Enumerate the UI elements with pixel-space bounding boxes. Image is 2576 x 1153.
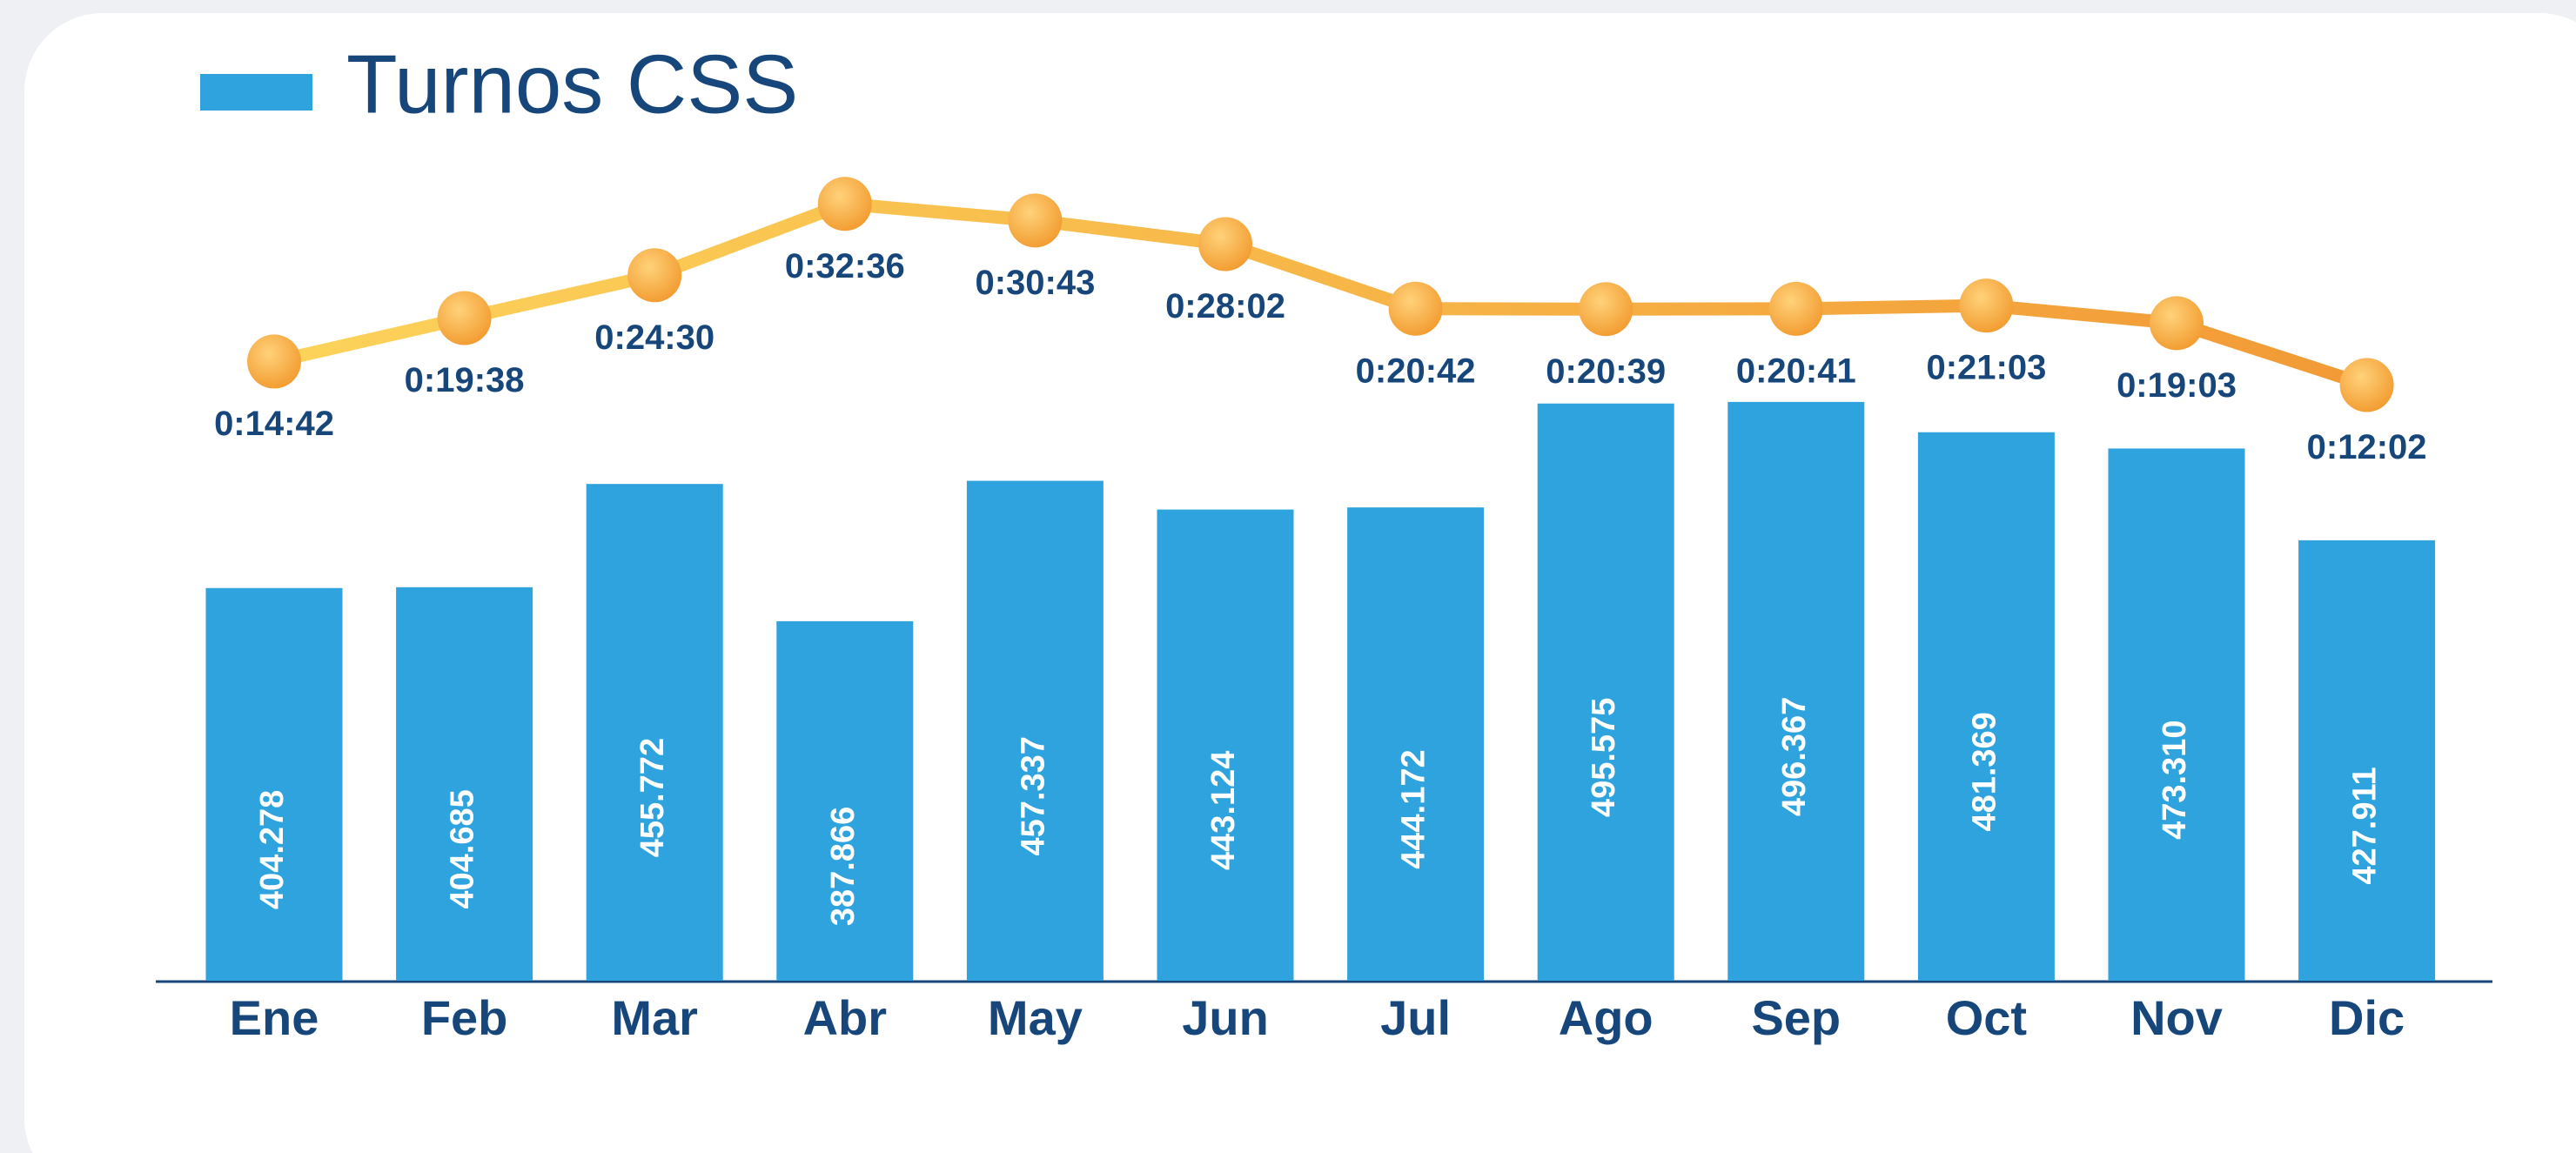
bar-value-label: 457.337 bbox=[1015, 736, 1051, 855]
bar bbox=[1157, 509, 1294, 981]
bar-value-label: 481.369 bbox=[1966, 712, 2002, 831]
line-point bbox=[247, 334, 301, 389]
bar bbox=[2108, 448, 2245, 981]
legend-swatch bbox=[200, 74, 312, 111]
bar bbox=[205, 587, 343, 981]
line-point bbox=[2150, 296, 2204, 351]
x-tick-label: Jun bbox=[1182, 990, 1269, 1045]
bar-value-label: 404.278 bbox=[254, 790, 291, 909]
line-value-label: 0:28:02 bbox=[1165, 287, 1285, 325]
line bbox=[272, 197, 2369, 392]
bar-value-label: 404.685 bbox=[445, 789, 481, 908]
bar-value-label: 443.124 bbox=[1205, 751, 1242, 870]
line-value-label: 0:19:38 bbox=[405, 361, 525, 399]
x-tick-label: Nov bbox=[2130, 990, 2223, 1045]
bar bbox=[1917, 432, 2055, 981]
line-point bbox=[1388, 281, 1443, 336]
x-tick-label: Oct bbox=[1946, 990, 2027, 1045]
x-tick-label: Sep bbox=[1751, 990, 1841, 1045]
line-value-label: 0:32:36 bbox=[785, 247, 905, 285]
x-tick-label: Ago bbox=[1559, 990, 1654, 1045]
line-point bbox=[1579, 282, 1633, 337]
line-value-label: 0:14:42 bbox=[214, 405, 334, 443]
line-point bbox=[627, 248, 682, 303]
x-tick-label: May bbox=[988, 990, 1083, 1045]
bar-value-label: 473.310 bbox=[2157, 721, 2193, 840]
x-tick-label: Ene bbox=[230, 990, 319, 1045]
bar-value-label: 455.772 bbox=[634, 738, 671, 857]
line-value-label: 0:30:43 bbox=[975, 264, 1095, 302]
line-point bbox=[1959, 278, 2014, 333]
line-point bbox=[1768, 281, 1823, 336]
line-value-label: 0:19:03 bbox=[2116, 366, 2237, 405]
bar bbox=[1537, 403, 1674, 982]
bar bbox=[776, 620, 914, 981]
bar-value-label: 427.911 bbox=[2347, 767, 2384, 884]
bar bbox=[1347, 507, 1485, 981]
line-value-label: 0:24:30 bbox=[594, 318, 714, 357]
line-point bbox=[2339, 358, 2394, 412]
line-point bbox=[1198, 217, 1252, 271]
line-point bbox=[817, 177, 872, 231]
x-tick-label: Abr bbox=[803, 990, 887, 1045]
bar-value-label: 387.866 bbox=[825, 807, 862, 926]
line-value-label: 0:21:03 bbox=[1926, 349, 2046, 387]
bar-value-label: 444.172 bbox=[1396, 749, 1432, 868]
line-value-label: 0:20:41 bbox=[1736, 352, 1856, 390]
legend-label: Turnos CSS bbox=[346, 37, 798, 131]
bar bbox=[1727, 401, 1865, 982]
bar bbox=[2298, 540, 2436, 981]
x-tick-label: Mar bbox=[611, 990, 698, 1045]
x-tick-label: Dic bbox=[2329, 990, 2405, 1045]
bar bbox=[586, 484, 723, 981]
x-tick-label: Feb bbox=[421, 990, 508, 1045]
line-value-label: 0:20:42 bbox=[1356, 352, 1476, 390]
line-point bbox=[1008, 193, 1063, 248]
line-value-label: 0:12:02 bbox=[2307, 428, 2427, 466]
bar bbox=[966, 480, 1104, 981]
line-value-label: 0:20:39 bbox=[1546, 352, 1666, 391]
x-tick-label: Jul bbox=[1380, 990, 1451, 1045]
bar-value-label: 495.575 bbox=[1586, 698, 1622, 817]
bar-value-label: 496.367 bbox=[1776, 697, 1813, 816]
line-point bbox=[437, 291, 492, 345]
bar bbox=[396, 587, 533, 981]
